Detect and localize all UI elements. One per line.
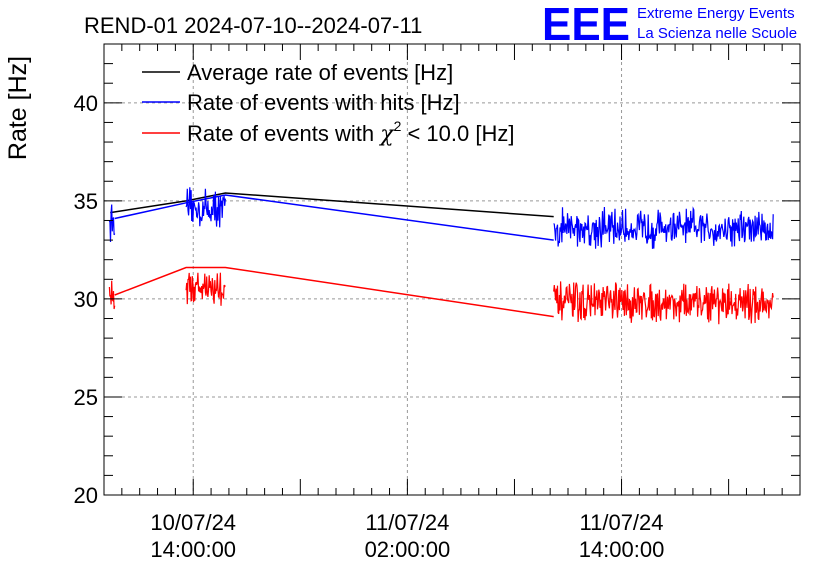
eee-logo-text: EEE <box>542 0 630 50</box>
y-axis-label: Rate [Hz] <box>4 56 32 160</box>
series-noise-segment <box>108 280 116 310</box>
chart-title: REND-01 2024-07-10--2024-07-11 <box>84 13 422 38</box>
legend-entry-chi2: Rate of events with χ2 < 10.0 [Hz] <box>142 118 514 147</box>
tick-labels: 202530354010/07/2414:00:0011/07/2402:00:… <box>74 91 665 562</box>
legend-label-chi2-main: Rate of events with <box>187 121 380 146</box>
series-noise-segment <box>108 204 116 243</box>
y-tick-label: 40 <box>74 91 98 116</box>
x-tick-label-time: 02:00:00 <box>365 537 451 562</box>
x-tick-label-date: 11/07/24 <box>580 510 664 535</box>
y-tick-label: 35 <box>74 189 98 214</box>
series-noise-segment <box>185 272 226 306</box>
legend-label-chi2: Rate of events with χ2 < 10.0 [Hz] <box>187 118 514 147</box>
axis-ticks <box>103 43 801 496</box>
legend-label-chi-symbol: χ <box>378 122 395 147</box>
series-noise-segment <box>553 206 774 249</box>
series-line <box>114 266 554 318</box>
data-series <box>108 187 774 325</box>
legend-label-chi2-tail: < 10.0 [Hz] <box>401 121 514 146</box>
x-tick-label-date: 10/07/24 <box>150 510 236 535</box>
legend-entry-hits: Rate of events with hits [Hz] <box>142 90 460 115</box>
logo-line-1: Extreme Energy Events <box>637 5 795 22</box>
series-noise-segment <box>553 281 774 325</box>
y-tick-label: 30 <box>74 287 98 312</box>
legend-label-hits: Rate of events with hits [Hz] <box>187 90 460 115</box>
x-tick-label-time: 14:00:00 <box>150 537 236 562</box>
legend-entry-average: Average rate of events [Hz] <box>142 60 453 85</box>
eee-logo: EEE Extreme Energy Events La Scienza nel… <box>542 0 797 50</box>
y-tick-label: 25 <box>74 385 98 410</box>
x-tick-label-time: 14:00:00 <box>579 537 665 562</box>
plot-frame <box>103 43 801 496</box>
legend-label-average: Average rate of events [Hz] <box>187 60 453 85</box>
legend: Average rate of events [Hz] Rate of even… <box>142 60 514 147</box>
x-tick-label-date: 11/07/24 <box>365 510 449 535</box>
logo-line-2: La Scienza nelle Scuole <box>637 25 797 42</box>
y-tick-label: 20 <box>74 483 98 508</box>
legend-label-chi-sup: 2 <box>394 118 402 134</box>
series-noise-segment <box>185 187 226 228</box>
